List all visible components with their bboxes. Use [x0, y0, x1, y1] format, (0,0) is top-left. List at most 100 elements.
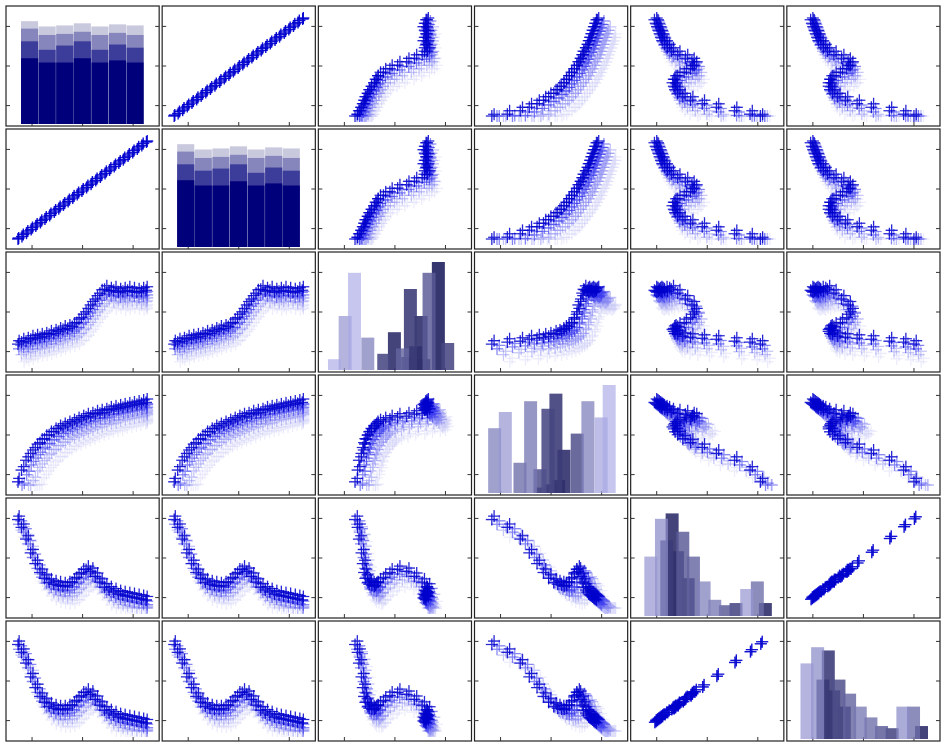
scatter-point [589, 76, 602, 89]
scatter-point [851, 69, 864, 82]
scatter-point [698, 94, 711, 107]
scatter-point [694, 76, 707, 89]
scatter-point [603, 24, 616, 37]
histogram-bar [498, 412, 512, 493]
scatter-point [503, 104, 516, 117]
scatter-point [384, 83, 397, 96]
scatter-point [705, 110, 718, 122]
panel-r1-c1 [5, 5, 160, 127]
scatter-point [581, 87, 594, 100]
scatter-point [551, 110, 564, 122]
scatter-point [687, 80, 700, 93]
scatter-point [384, 73, 397, 86]
scatter-point [693, 73, 706, 86]
scatter-point [684, 108, 697, 121]
panel-r1-c2 [161, 5, 316, 127]
scatter-point [569, 101, 582, 114]
scatter-point [368, 104, 381, 117]
scatter-point [574, 80, 587, 93]
scatter-point [841, 73, 854, 86]
scatter-point [425, 62, 438, 75]
scatter-point [415, 69, 428, 82]
scatter-point [423, 66, 436, 79]
scatter-point [691, 69, 704, 82]
scatter-point [600, 52, 613, 65]
histogram-bar [581, 401, 595, 493]
panel-frame [786, 251, 941, 373]
scatter-point [415, 59, 428, 72]
scatter-point [703, 110, 716, 122]
scatter-point [597, 14, 610, 27]
panel-r4-c5 [630, 374, 785, 496]
scatter-point [849, 73, 862, 86]
scatter-point [650, 12, 663, 24]
scatter-point [685, 73, 698, 86]
scatter-point [586, 80, 599, 93]
scatter-point [601, 52, 614, 65]
scatter-point [568, 101, 581, 114]
panel-r4-c4 [473, 374, 629, 496]
scatter-point [606, 38, 619, 51]
scatter-point [588, 76, 601, 89]
histogram-bar [602, 385, 616, 493]
scatter-point [594, 48, 607, 61]
scatter-point [371, 101, 384, 114]
scatter-point [379, 87, 392, 100]
scatter-point [393, 76, 406, 89]
scatter-point [572, 83, 585, 96]
scatter-point [592, 69, 605, 82]
scatter-point [695, 69, 708, 82]
scatter-point [583, 66, 596, 79]
histogram-bar [38, 62, 56, 124]
scatter-point [595, 62, 608, 75]
histogram-bar [361, 337, 375, 370]
histogram-bar [395, 348, 409, 370]
scatter-point [824, 59, 837, 72]
panel-r2-c6 [786, 128, 941, 250]
scatter-point [583, 83, 596, 96]
scatter-point [843, 80, 856, 93]
scatter-point [367, 108, 380, 121]
scatter-point [854, 73, 867, 86]
scatter-point [648, 13, 661, 26]
panel-r3-c1 [5, 251, 160, 373]
scatter-point [604, 41, 617, 54]
scatter-point [599, 55, 612, 68]
scatter-point [730, 101, 743, 114]
panel-r2-c4 [473, 128, 629, 250]
scatter-point [586, 62, 599, 75]
scatter-point [569, 87, 582, 100]
scatter-point [860, 110, 873, 122]
scatter-point [599, 34, 612, 47]
scatter-point [600, 31, 613, 44]
panel-frame [317, 128, 473, 250]
panel-frame [317, 5, 473, 127]
panel-r4-c2 [161, 374, 316, 496]
scatter-point [590, 55, 603, 68]
scatter-point [420, 13, 433, 26]
scatter-point [907, 110, 920, 122]
scatter-point [574, 80, 587, 93]
scatter-point [837, 48, 850, 61]
histogram-bar [265, 183, 283, 247]
scatter-point [580, 73, 593, 86]
scatter-point [695, 76, 708, 89]
scatter-point [578, 90, 591, 103]
scatter-point [597, 59, 610, 72]
scatter-point [390, 69, 403, 82]
scatter-point [582, 69, 595, 82]
scatter-point [838, 108, 851, 121]
scatter-point [386, 80, 399, 93]
histogram-bar [247, 185, 265, 247]
scatter-point [560, 108, 573, 121]
scatter-point [590, 13, 603, 26]
scatter-point [575, 94, 588, 107]
scatter-point [608, 31, 621, 44]
scatter-point [581, 87, 594, 100]
scatter-point [572, 83, 585, 96]
panel-r1-c4 [473, 5, 629, 127]
panel-r3-c5 [630, 251, 785, 373]
scatter-point [561, 94, 574, 107]
scatter-point [573, 97, 586, 110]
